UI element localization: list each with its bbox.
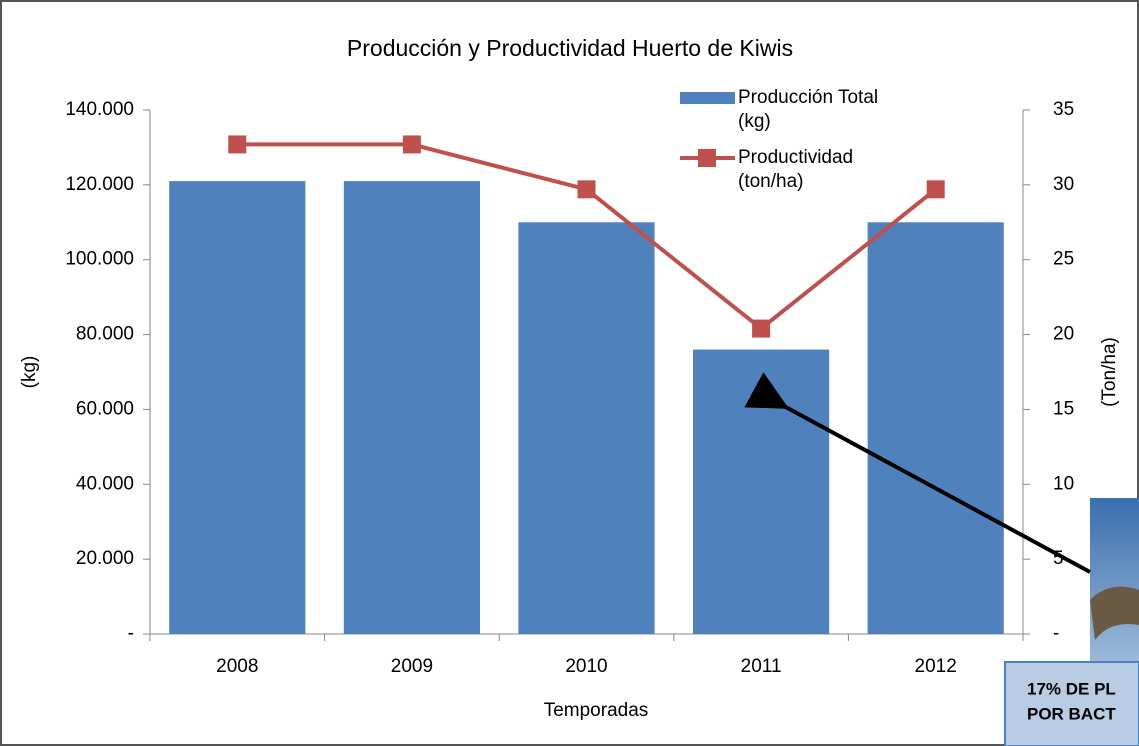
annotation-box: [1004, 661, 1139, 746]
x-tick-label: 2010: [565, 656, 607, 677]
y2-tick-label: 20: [1053, 324, 1074, 345]
y-tick-label: 40.000: [76, 473, 134, 494]
y-tick-label: -: [128, 623, 134, 644]
y-tick-label: 120.000: [65, 174, 134, 195]
y2-tick-label: 10: [1053, 473, 1074, 494]
x-tick-label: 2009: [391, 656, 433, 677]
marker: [577, 180, 596, 199]
annotation-text: POR BACT: [1027, 704, 1116, 723]
bar: [867, 222, 1004, 635]
marker: [752, 319, 771, 338]
x-axis-label: Temporadas: [544, 700, 649, 721]
x-tick-label: 2011: [741, 656, 782, 677]
chart-title: Producción y Productividad Huerto de Kiw…: [347, 35, 793, 61]
y2-tick-label: -: [1053, 623, 1059, 644]
bar: [693, 349, 830, 634]
y2-tick-label: 5: [1053, 548, 1064, 569]
legend-swatch: [698, 149, 716, 167]
y2-tick-label: 30: [1053, 174, 1074, 195]
bar: [518, 222, 655, 635]
y-tick-label: 100.000: [65, 249, 134, 270]
y-axis-label: (kg): [19, 356, 40, 389]
annotation-arrow: [744, 372, 1091, 574]
y2-tick-label: 25: [1053, 249, 1074, 270]
legend-swatch: [680, 92, 735, 104]
legend-label: Producción Total (kg): [738, 87, 879, 132]
y-tick-label: 140.000: [65, 99, 134, 120]
photo: [1090, 498, 1139, 662]
x-tick-label: 2012: [915, 656, 957, 677]
y-tick-label: 20.000: [76, 548, 134, 569]
legend-label: Productividad (ton/ha): [738, 147, 854, 192]
y2-tick-label: 35: [1053, 99, 1074, 120]
x-tick-label: 2008: [216, 656, 258, 677]
bar: [169, 181, 306, 634]
bar: [343, 181, 480, 634]
annotation-text: 17% DE PL: [1027, 679, 1116, 698]
marker: [228, 135, 247, 154]
photo-branch: [1090, 586, 1139, 640]
y2-tick-label: 15: [1053, 398, 1074, 419]
y2-axis-label: (Ton/ha): [1099, 337, 1120, 407]
marker: [402, 135, 421, 154]
y-tick-label: 80.000: [76, 324, 134, 345]
marker: [926, 180, 945, 199]
y-tick-label: 60.000: [76, 398, 134, 419]
